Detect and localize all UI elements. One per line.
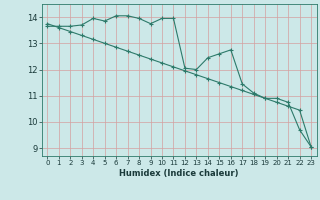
- X-axis label: Humidex (Indice chaleur): Humidex (Indice chaleur): [119, 169, 239, 178]
